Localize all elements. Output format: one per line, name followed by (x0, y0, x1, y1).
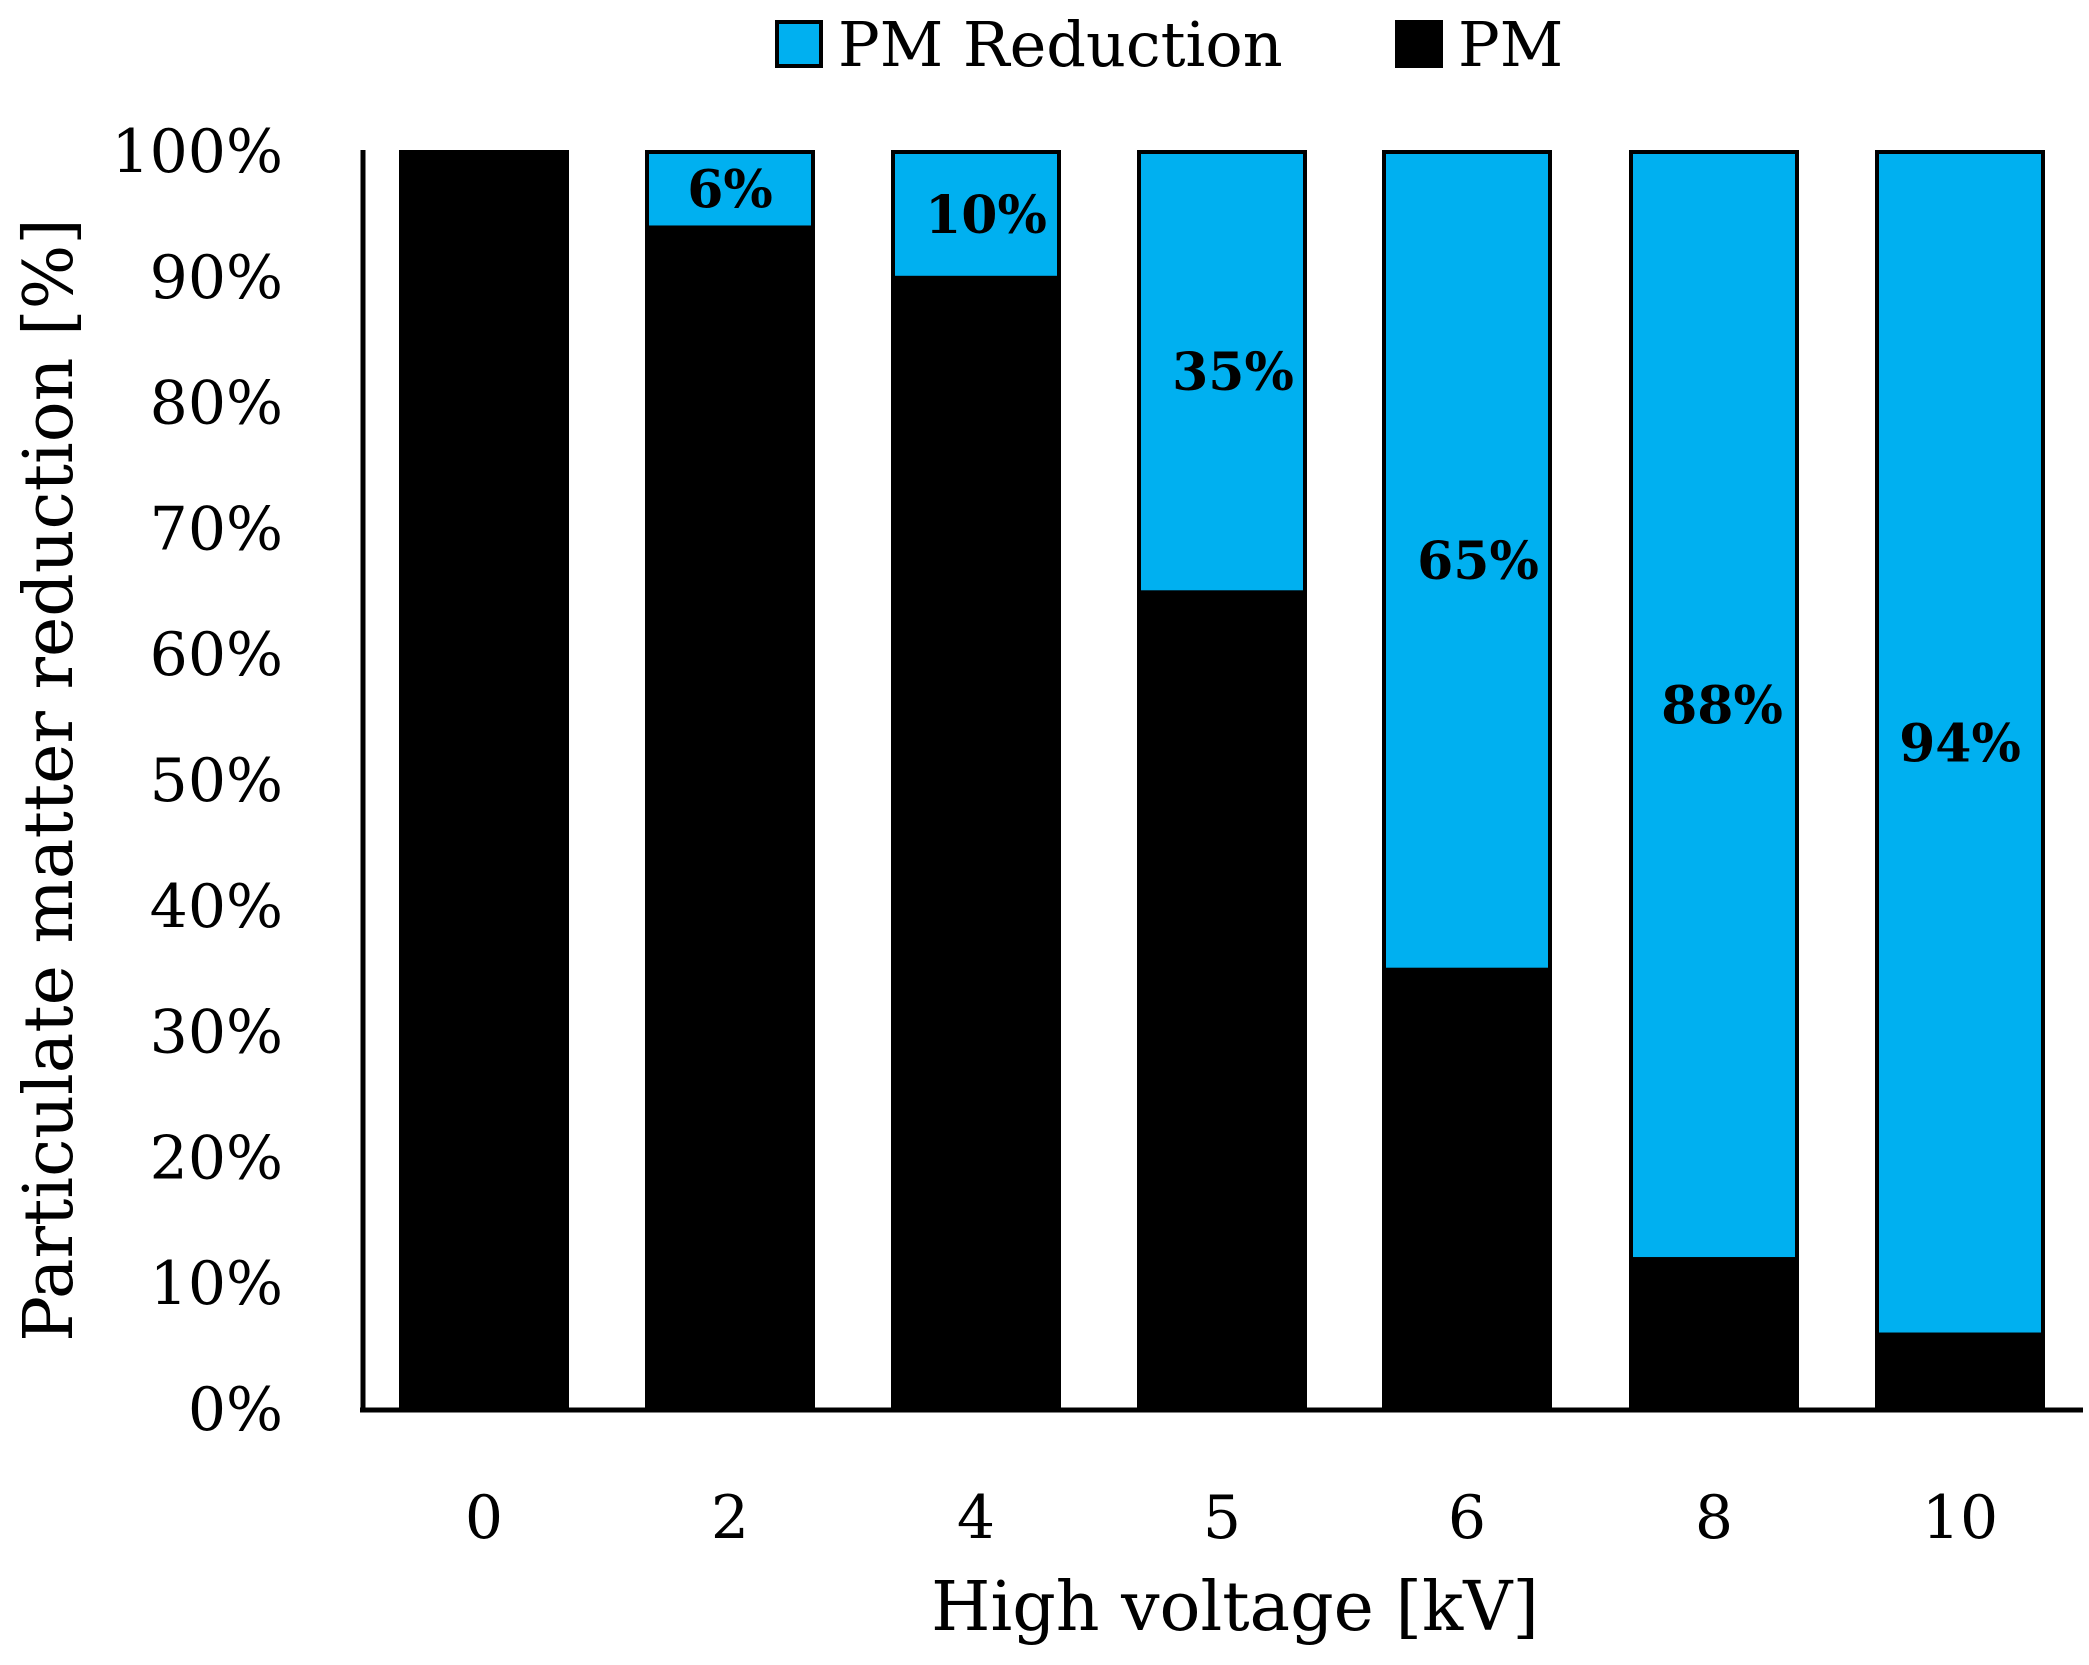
bar-pm-5kv (1137, 590, 1307, 1412)
y-tick-label: 10% (150, 1249, 283, 1319)
x-tick-label: 0 (465, 1483, 503, 1553)
y-tick-label: 80% (150, 369, 283, 439)
x-tick-label: 10 (1922, 1483, 1998, 1553)
legend-swatch-pm (1395, 20, 1443, 68)
y-axis-ticks: 0% 10% 20% 30% 40% 50% 60% 70% 80% 90% 100% (111, 117, 283, 1445)
y-tick-label: 0% (188, 1375, 283, 1445)
x-axis-title: High voltage [kV] (931, 1568, 1539, 1647)
data-labels: 6% 10% 35% 65% 88% 94% (687, 160, 2021, 775)
bar-pm-reduction-5kv (1137, 150, 1307, 595)
bar-pm-reduction-8kv (1629, 150, 1799, 1262)
data-label-8kv: 88% (1661, 676, 1783, 737)
bar-pm-8kv (1629, 1257, 1799, 1413)
x-tick-label: 5 (1203, 1483, 1241, 1553)
bar-pm-4kv (891, 275, 1061, 1412)
bar-pm-10kv (1875, 1332, 2045, 1413)
x-tick-label: 6 (1448, 1483, 1486, 1553)
bar-pm-2kv (645, 225, 815, 1413)
bar-pm-0kv (399, 150, 569, 1412)
y-tick-label: 50% (150, 746, 283, 816)
legend-label-pm: PM (1458, 8, 1563, 81)
y-tick-label: 60% (150, 620, 283, 690)
y-tick-label: 100% (111, 117, 283, 187)
x-tick-label: 8 (1695, 1483, 1733, 1553)
data-label-4kv: 10% (925, 185, 1047, 246)
y-axis-title: Particulate matter reduction [%] (10, 218, 89, 1341)
legend-swatch-pm-reduction (775, 20, 823, 68)
bar-pm-6kv (1382, 967, 1552, 1412)
y-tick-label: 40% (150, 872, 283, 942)
y-tick-label: 30% (150, 998, 283, 1068)
bar-pm-reduction-10kv (1875, 150, 2045, 1337)
legend: PM Reduction PM (775, 8, 1563, 81)
x-tick-label: 4 (957, 1483, 995, 1553)
data-label-6kv: 65% (1417, 531, 1539, 592)
data-label-5kv: 35% (1172, 342, 1294, 403)
bars (399, 150, 2045, 1413)
y-tick-label: 70% (150, 494, 283, 564)
x-axis-ticks: 0 2 4 5 6 8 10 (465, 1483, 1998, 1553)
data-label-10kv: 94% (1899, 713, 2021, 774)
y-tick-label: 20% (150, 1123, 283, 1193)
x-tick-label: 2 (711, 1483, 749, 1553)
bar-pm-reduction-4kv (891, 150, 1061, 280)
bar-pm-reduction-6kv (1382, 150, 1552, 972)
y-tick-label: 90% (150, 243, 283, 313)
legend-label-pm-reduction: PM Reduction (838, 8, 1283, 81)
data-label-2kv: 6% (687, 160, 773, 221)
bar-pm-reduction-2kv (645, 150, 815, 230)
